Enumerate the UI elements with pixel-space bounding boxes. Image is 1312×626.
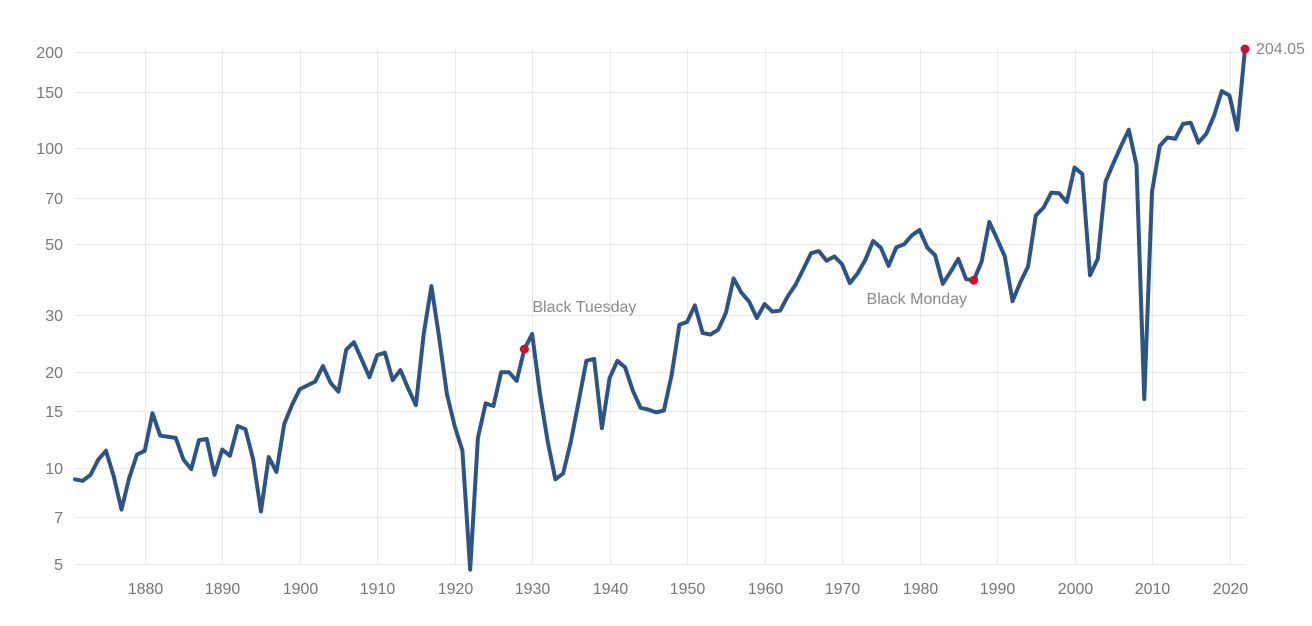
x-tick-label: 2010 (1135, 581, 1171, 598)
x-tick-label: 2020 (1213, 581, 1249, 598)
y-tick-label: 150 (36, 85, 63, 102)
y-tick-label: 70 (45, 191, 63, 208)
grid (75, 49, 1245, 565)
annotation-label: Black Tuesday (532, 299, 636, 316)
annotation-marker (519, 344, 529, 354)
x-tick-label: 1960 (748, 581, 784, 598)
y-tick-label: 5 (54, 557, 63, 574)
x-tick-label: 2000 (1058, 581, 1094, 598)
y-tick-label: 10 (45, 461, 63, 478)
x-tick-label: 1880 (128, 581, 164, 598)
y-tick-label: 30 (45, 308, 63, 325)
y-tick-label: 7 (54, 510, 63, 527)
x-tick-label: 1940 (593, 581, 629, 598)
annotation-marker (1240, 44, 1250, 54)
x-tick-label: 1920 (438, 581, 474, 598)
series (73, 47, 1247, 572)
axis-labels: 5 7 10 15 20 30 50 70 100 150 200 1880 1890 1900 1910 1… (36, 45, 1248, 598)
y-tick-label: 200 (36, 45, 63, 62)
y-tick-label: 15 (45, 404, 63, 421)
y-tick-label: 100 (36, 141, 63, 158)
series-line (73, 47, 1247, 572)
x-tick-label: 1930 (515, 581, 551, 598)
x-tick-label: 1890 (205, 581, 241, 598)
x-tick-label: 1990 (980, 581, 1016, 598)
annotation-label: Black Monday (867, 291, 968, 308)
y-tick-label: 50 (45, 237, 63, 254)
x-tick-label: 1900 (283, 581, 319, 598)
x-tick-label: 1970 (825, 581, 861, 598)
x-tick-label: 1950 (670, 581, 706, 598)
x-tick-label: 1910 (360, 581, 396, 598)
annotation-label: 204.05 (1256, 41, 1305, 58)
annotation-marker (969, 275, 979, 285)
x-tick-label: 1980 (903, 581, 939, 598)
annotations: Black Tuesday Black Monday 204.05 (519, 41, 1305, 354)
y-tick-label: 20 (45, 365, 63, 382)
